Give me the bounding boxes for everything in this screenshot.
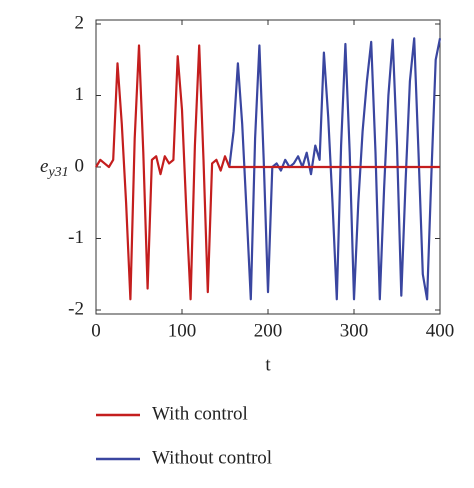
y-tick-label: -1 <box>68 227 84 248</box>
series-line <box>95 44 440 301</box>
x-tick-label: 200 <box>254 320 283 341</box>
legend-label: Without control <box>152 447 272 468</box>
x-tick-label: 400 <box>426 320 455 341</box>
y-axis-label: ey31 <box>40 156 69 180</box>
legend-label: With control <box>152 403 248 424</box>
x-tick-label: 100 <box>168 320 197 341</box>
y-label-main: e <box>40 156 48 177</box>
y-tick-label: -2 <box>68 298 84 319</box>
x-tick-label: 0 <box>91 320 101 341</box>
y-label-sub: y31 <box>46 165 68 180</box>
series-line <box>228 37 442 301</box>
x-tick-label: 300 <box>340 320 369 341</box>
y-tick-label: 0 <box>75 155 85 176</box>
y-tick-label: 2 <box>75 12 85 33</box>
y-tick-label: 1 <box>75 84 85 105</box>
x-axis-label: t <box>265 354 271 375</box>
